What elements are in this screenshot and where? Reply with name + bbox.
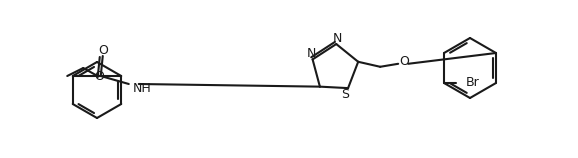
Text: Br: Br (466, 76, 480, 89)
Text: NH: NH (133, 82, 151, 94)
Text: N: N (332, 32, 342, 45)
Text: O: O (98, 43, 108, 57)
Text: N: N (307, 47, 316, 60)
Text: S: S (341, 88, 349, 101)
Text: O: O (399, 55, 409, 68)
Text: O: O (94, 70, 104, 82)
